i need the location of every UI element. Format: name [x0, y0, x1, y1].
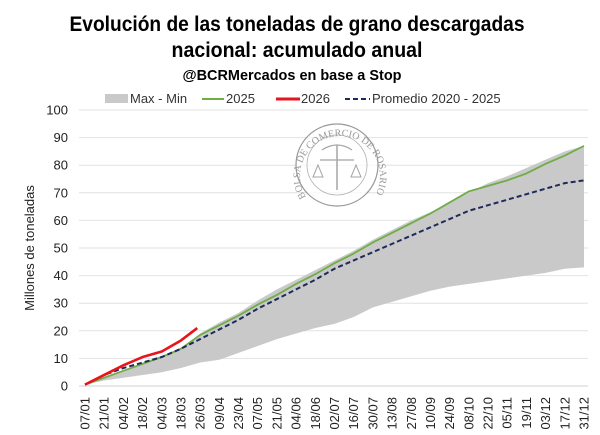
x-tick-label: 03/12	[538, 397, 553, 430]
x-tick-label: 07/01	[78, 397, 93, 430]
chart-subtitle: @BCRMercados en base a Stop	[183, 67, 402, 84]
y-tick-label: 30	[54, 296, 68, 311]
x-tick-label: 22/10	[481, 397, 496, 430]
y-tick-label: 100	[46, 103, 68, 118]
x-tick-label: 04/03	[154, 397, 169, 430]
y-tick-label: 50	[54, 241, 68, 256]
legend-label-promedio: Promedio 2020 - 2025	[372, 91, 501, 106]
x-tick-label: 26/03	[193, 397, 208, 430]
chart-title-line-2: nacional: acumulado anual	[172, 39, 423, 62]
y-tick-label: 80	[54, 158, 68, 173]
x-tick-label: 21/01	[97, 397, 112, 430]
x-tick-label: 31/12	[577, 397, 592, 430]
x-tick-labels: 07/01 21/01 04/02 18/02 04/03 18/03 26/03 09/04…	[78, 397, 592, 430]
y-tick-label: 70	[54, 185, 68, 200]
x-tick-label: 18/02	[135, 397, 150, 430]
x-tick-label: 04/06	[289, 397, 304, 430]
x-tick-label: 24/09	[442, 397, 457, 430]
y-tick-labels: 0 10 20 30 40 50 60 70 80 90 100	[46, 103, 68, 394]
series-line-2026	[84, 327, 199, 386]
y-tick-label: 20	[54, 323, 68, 338]
x-tick-label: 09/04	[212, 397, 227, 430]
x-tick-label: 07/05	[250, 397, 265, 430]
legend-label-2026: 2026	[301, 91, 330, 106]
x-tick-label: 21/05	[269, 397, 284, 430]
y-tick-label: 40	[54, 268, 68, 283]
chart-title-line-1: Evolución de las toneladas de grano desc…	[70, 13, 525, 36]
legend-label-2025: 2025	[226, 91, 255, 106]
x-tick-label: 13/08	[385, 397, 400, 430]
y-tick-label: 60	[54, 213, 68, 228]
x-tick-label: 17/12	[557, 397, 572, 430]
series-line-promedio-2020-2025	[84, 179, 585, 386]
x-tick-label: 19/11	[519, 397, 534, 429]
y-tick-label: 0	[61, 379, 68, 394]
band-max-min	[85, 145, 584, 385]
x-tick-label: 16/07	[346, 397, 361, 430]
x-tick-label: 18/03	[173, 397, 188, 430]
x-tick-label: 08/10	[461, 397, 476, 430]
x-tick-label: 23/04	[231, 397, 246, 430]
y-tick-label: 90	[54, 130, 68, 145]
x-tick-label: 10/09	[423, 397, 438, 430]
watermark-logo: BOLSA DE COMERCIO DE ROSARIO	[292, 123, 388, 207]
legend: Max - Min 2025 2026 Promedio 2020 - 2025	[105, 91, 501, 106]
x-tick-label: 05/11	[500, 397, 515, 429]
y-tick-label: 10	[54, 351, 68, 366]
y-axis-label: Millones de toneladas	[22, 185, 37, 311]
x-tick-label: 02/07	[327, 397, 342, 430]
x-tick-label: 04/02	[116, 397, 131, 430]
x-tick-label: 27/08	[404, 397, 419, 430]
plot-area	[84, 145, 585, 386]
legend-swatch-band	[105, 94, 128, 103]
x-tick-label: 18/06	[308, 397, 323, 430]
x-tick-label: 30/07	[365, 397, 380, 430]
legend-label-band: Max - Min	[130, 91, 187, 106]
